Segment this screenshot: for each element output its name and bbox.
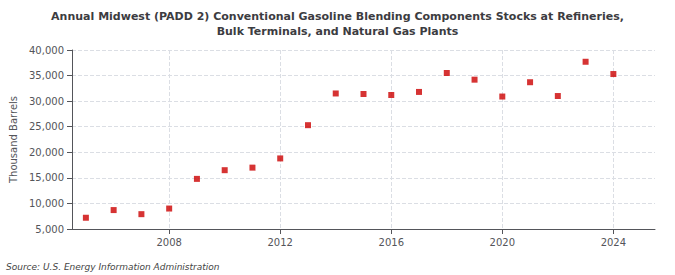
svg-text:20,000: 20,000: [29, 147, 64, 158]
svg-text:Thousand Barrels: Thousand Barrels: [8, 96, 19, 184]
svg-text:30,000: 30,000: [29, 96, 64, 107]
svg-text:25,000: 25,000: [29, 121, 64, 132]
svg-text:2024: 2024: [601, 237, 626, 248]
svg-text:2020: 2020: [490, 237, 515, 248]
svg-text:Bulk Terminals, and Natural Ga: Bulk Terminals, and Natural Gas Plants: [217, 25, 459, 38]
svg-text:2016: 2016: [379, 237, 404, 248]
svg-text:Annual Midwest (PADD 2) Conven: Annual Midwest (PADD 2) Conventional Gas…: [51, 10, 624, 23]
svg-text:Source: U.S. Energy Informatio: Source: U.S. Energy Information Administ…: [6, 262, 220, 272]
svg-text:40,000: 40,000: [29, 45, 64, 56]
svg-text:10,000: 10,000: [29, 198, 64, 209]
svg-text:15,000: 15,000: [29, 172, 64, 183]
svg-text:2012: 2012: [267, 237, 292, 248]
svg-text:5,000: 5,000: [35, 224, 64, 235]
svg-text:2008: 2008: [156, 237, 181, 248]
svg-text:35,000: 35,000: [29, 70, 64, 81]
